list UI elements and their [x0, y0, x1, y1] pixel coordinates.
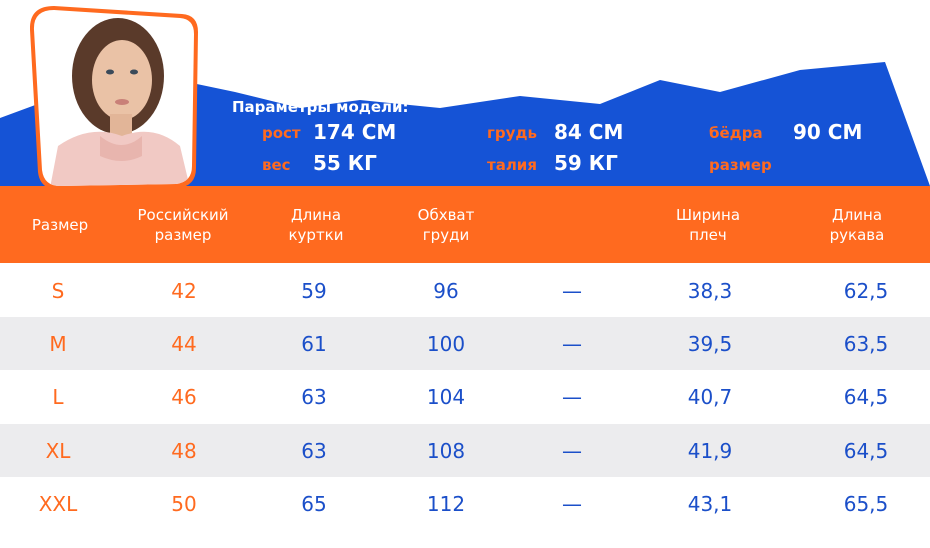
cell-jacket-length: 65 [301, 492, 327, 517]
header-banner: Параметры модели: рост 174 СМ вес 55 КГ … [0, 0, 930, 188]
blue-wave-background [0, 62, 930, 186]
header-size: Размер [31, 215, 89, 234]
waist-value: 59 КГ [554, 151, 618, 175]
cell-russian-size: 46 [171, 385, 197, 410]
table-row: XL 48 63 108 — 41,9 64,5 [0, 424, 930, 478]
cell-jacket-length: 59 [301, 278, 327, 303]
waist-label: талия [487, 156, 537, 174]
cell-chest-girth: 96 [433, 278, 459, 303]
chest-value: 84 СМ [554, 120, 624, 144]
height-value: 174 СМ [313, 120, 397, 144]
cell-size: M [49, 331, 67, 356]
cell-chest-girth: 112 [426, 492, 466, 517]
table-header: Размер Российский размер Длина куртки Об… [0, 186, 930, 263]
cell-shoulder-width: 39,5 [687, 331, 733, 356]
cell-sleeve-length: 64,5 [843, 438, 889, 463]
cell-jacket-length: 63 [301, 385, 327, 410]
cell-shoulder-width: 41,9 [687, 438, 733, 463]
size-label: размер [709, 156, 772, 174]
cell-sleeve-length: 63,5 [843, 331, 889, 356]
model-params-title: Параметры модели: [232, 98, 409, 116]
cell-russian-size: 48 [171, 438, 197, 463]
table-row: XXL 50 65 112 — 43,1 65,5 [0, 478, 930, 531]
cell-size: S [51, 278, 65, 303]
model-photo [30, 6, 198, 188]
cell-sleeve-length: 65,5 [843, 492, 889, 517]
table-row: S 42 59 96 — 38,3 62,5 [0, 264, 930, 317]
hips-value: 90 СМ [793, 120, 863, 144]
cell-chest-girth: 108 [426, 438, 466, 463]
weight-label: вес [262, 156, 291, 174]
cell-sleeve-length: 62,5 [843, 278, 889, 303]
cell-dash: — [562, 278, 582, 303]
cell-chest-girth: 104 [426, 385, 466, 410]
cell-dash: — [562, 438, 582, 463]
cell-russian-size: 44 [171, 331, 197, 356]
cell-dash: — [562, 331, 582, 356]
height-label: рост [262, 124, 301, 142]
cell-russian-size: 50 [171, 492, 197, 517]
cell-shoulder-width: 43,1 [687, 492, 733, 517]
cell-size: L [52, 385, 64, 410]
cell-jacket-length: 61 [301, 331, 327, 356]
header-jacket-length: Длина куртки [288, 205, 344, 244]
model-photo-icon [30, 6, 198, 188]
header-empty [520, 186, 620, 263]
cell-size: XXL [38, 492, 78, 517]
cell-dash: — [562, 492, 582, 517]
header-russian-size: Российский размер [137, 205, 229, 244]
hips-label: бёдра [709, 124, 763, 142]
cell-shoulder-width: 38,3 [687, 278, 733, 303]
cell-sleeve-length: 64,5 [843, 385, 889, 410]
header-chest-girth: Обхват груди [417, 205, 475, 244]
cell-size: XL [45, 438, 71, 463]
table-row: L 46 63 104 — 40,7 64,5 [0, 371, 930, 424]
weight-value: 55 КГ [313, 151, 377, 175]
chest-label: грудь [487, 124, 537, 142]
cell-dash: — [562, 385, 582, 410]
table-row: M 44 61 100 — 39,5 63,5 [0, 317, 930, 371]
cell-russian-size: 42 [171, 278, 197, 303]
header-shoulder-width: Ширина плеч [675, 205, 741, 244]
cell-shoulder-width: 40,7 [687, 385, 733, 410]
header-sleeve-length: Длина рукава [829, 205, 885, 244]
cell-jacket-length: 63 [301, 438, 327, 463]
cell-chest-girth: 100 [426, 331, 466, 356]
